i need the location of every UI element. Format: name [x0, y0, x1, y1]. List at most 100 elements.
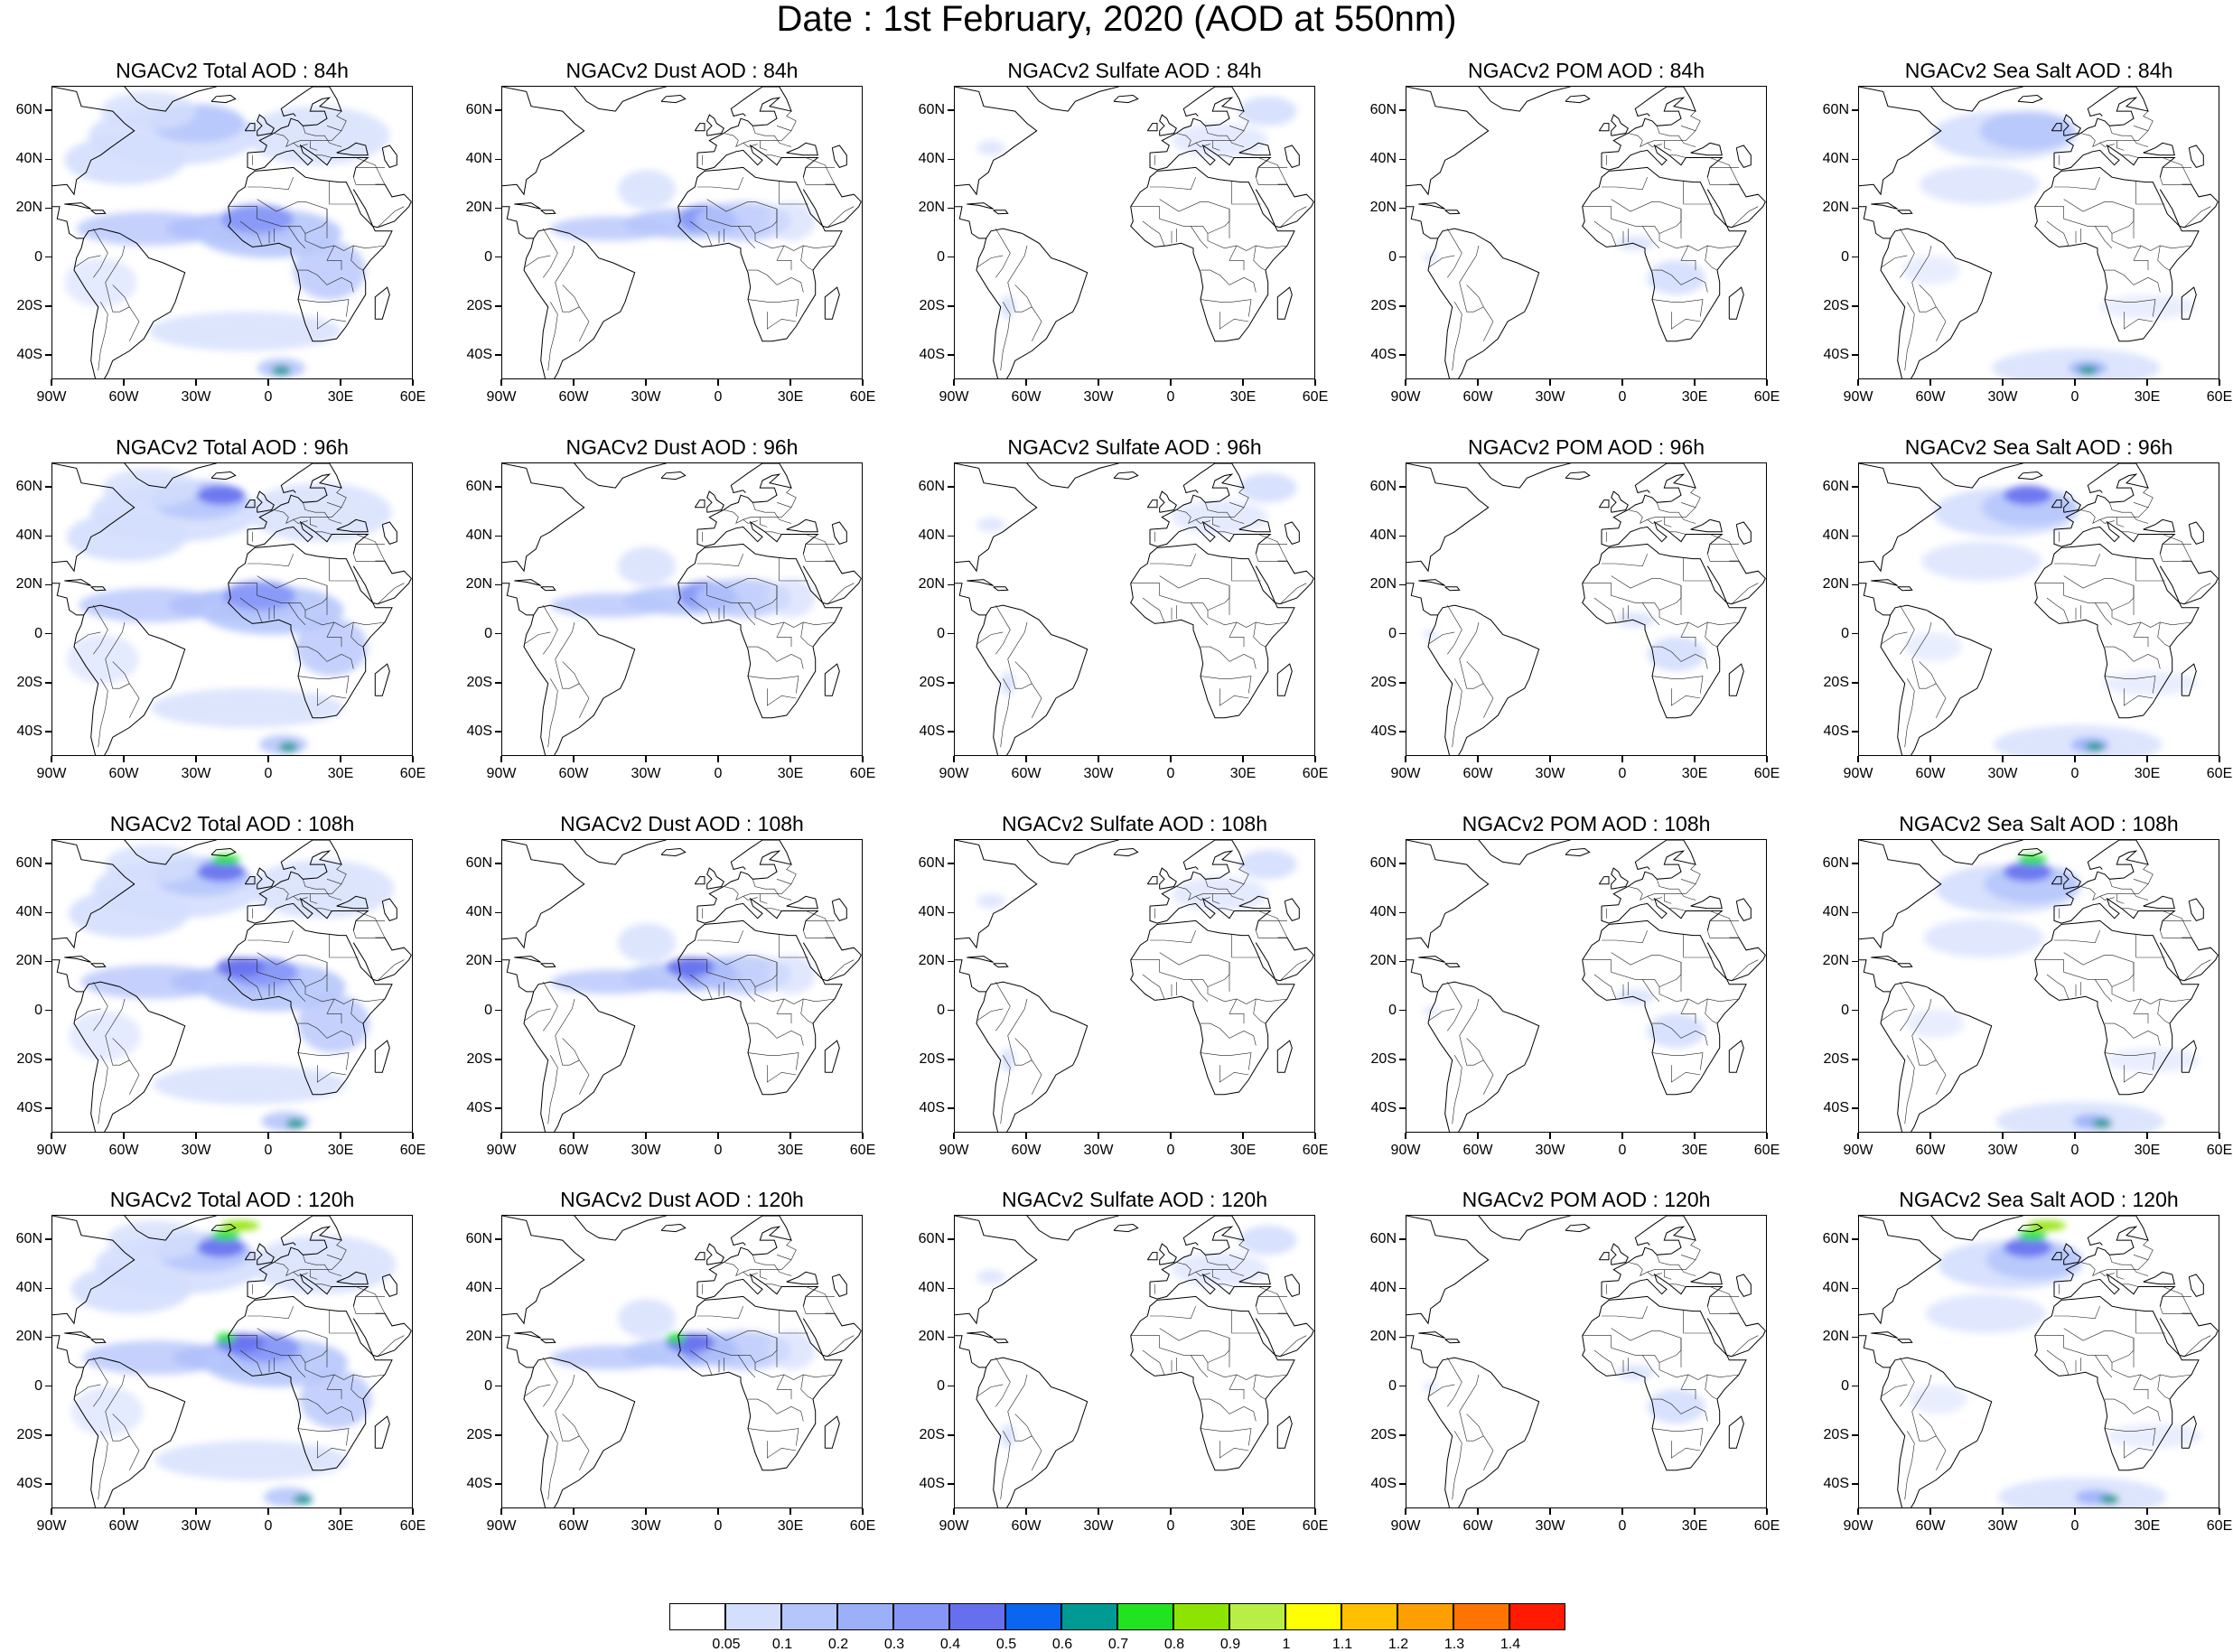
- lon-tick-label: 30E: [1229, 766, 1257, 781]
- country-border: [1657, 879, 1696, 901]
- lon-tick-mark: [195, 379, 197, 386]
- country-border: [298, 269, 354, 293]
- country-border: [1191, 602, 1209, 626]
- country-border: [309, 140, 318, 151]
- coastline: [1859, 1216, 1942, 1325]
- coastline: [976, 233, 1088, 378]
- country-border: [776, 1374, 792, 1400]
- country-border: [1911, 998, 1947, 1095]
- lat-tick-label: 20N: [465, 576, 492, 593]
- lon-tick-label: 60E: [1753, 1143, 1780, 1158]
- lat-tick-mark: [948, 1385, 954, 1387]
- map-area: [954, 839, 1315, 1133]
- country-border: [326, 245, 342, 271]
- country-border: [2183, 583, 2211, 604]
- coastline: [1477, 1216, 1571, 1241]
- lon-tick-label: 90W: [1843, 389, 1873, 405]
- lon-tick-label: 60E: [2206, 766, 2233, 781]
- coastline: [1025, 463, 1119, 489]
- map-area: [1858, 86, 2219, 379]
- lat-tick-mark: [45, 1059, 51, 1060]
- lat-tick-label: 40S: [466, 1475, 492, 1491]
- country-border: [1229, 245, 1245, 271]
- lat-tick-label: 40S: [466, 346, 492, 362]
- aod-plume: [278, 742, 298, 752]
- lon-tick-label: 0: [2070, 1518, 2079, 1534]
- coastline: [247, 897, 369, 931]
- country-border: [239, 597, 263, 623]
- coastline: [73, 986, 186, 1132]
- coastline: [2181, 286, 2197, 320]
- lon-tick-mark: [2074, 1133, 2076, 1139]
- lat-tick-mark: [948, 1434, 954, 1436]
- map-panel-seasalt-96h: NGACv2 Sea Salt AOD : 96h 60N 40N 20N 0 20S 40…: [1823, 435, 2233, 781]
- coastline: [1871, 1331, 1898, 1339]
- coastline: [2017, 94, 2043, 104]
- country-border: [1014, 285, 1032, 307]
- coastline: [824, 286, 840, 320]
- lon-tick-label: 0: [2070, 389, 2079, 405]
- country-border: [2080, 879, 2149, 901]
- aod-plume: [197, 862, 246, 882]
- aod-field-map: [1859, 463, 2219, 755]
- coastline: [1113, 1223, 1139, 1233]
- coastline: [1897, 963, 1913, 968]
- lat-tick-label: 20S: [466, 1050, 492, 1067]
- aod-plume: [70, 1265, 192, 1314]
- coastline: [1690, 142, 1723, 156]
- coastline: [802, 183, 862, 229]
- aod-plume: [1902, 255, 1960, 285]
- lat-tick-mark: [1852, 1238, 1858, 1240]
- map-panel-dust-108h: NGACv2 Dust AOD : 108h 60N 40N 20N 0 20S 40S 90…: [466, 812, 876, 1158]
- lat-tick-mark: [495, 583, 501, 586]
- coastline: [502, 583, 570, 616]
- coastline: [52, 840, 135, 949]
- country-border: [1593, 974, 1617, 1000]
- lon-tick-mark: [51, 1133, 52, 1139]
- country-border: [759, 517, 768, 527]
- lon-tick-label: 30W: [631, 389, 661, 405]
- coastline: [540, 1339, 556, 1344]
- lat-tick-mark: [495, 109, 501, 111]
- lat-tick-label: 60N: [465, 102, 492, 118]
- lat-tick-label: 20N: [918, 953, 945, 969]
- country-border: [329, 1310, 359, 1334]
- coastline: [696, 144, 819, 178]
- country-border: [274, 502, 342, 525]
- aod-plume: [216, 1333, 236, 1343]
- coastline: [1611, 867, 1629, 890]
- coastline: [1130, 919, 1295, 1096]
- country-border: [1200, 1428, 1252, 1446]
- coastline: [336, 518, 369, 533]
- lat-tick-mark: [495, 305, 501, 307]
- lon-tick-mark: [1170, 1133, 1172, 1139]
- country-border: [779, 934, 808, 958]
- lat-tick-mark: [1399, 1385, 1406, 1387]
- country-border: [322, 1338, 328, 1356]
- coastline: [1427, 1362, 1540, 1507]
- coastline: [502, 1335, 570, 1368]
- aod-field-map: [502, 1216, 862, 1507]
- country-border: [297, 676, 350, 694]
- country-border: [2121, 531, 2139, 535]
- lat-tick-label: 60N: [918, 855, 945, 872]
- coastline: [677, 1295, 843, 1471]
- colorbar-label: 1.2: [1387, 1637, 1409, 1652]
- country-border: [1709, 910, 1740, 938]
- coastline: [1146, 123, 1158, 132]
- country-border: [748, 646, 804, 669]
- aod-plume: [82, 1340, 228, 1376]
- lat-tick-label: 40N: [15, 904, 42, 920]
- lat-tick-mark: [1852, 1336, 1858, 1339]
- coastline: [210, 471, 237, 481]
- country-border: [329, 181, 359, 205]
- country-border: [2143, 487, 2154, 508]
- coastline: [976, 1362, 1088, 1507]
- aod-plume: [550, 969, 671, 994]
- aod-plume: [2027, 1220, 2067, 1231]
- coastline: [1611, 1243, 1629, 1265]
- coastline: [247, 1216, 342, 1283]
- country-border: [1014, 661, 1032, 684]
- lon-tick-label: 30E: [1229, 389, 1257, 405]
- lat-tick-label: 0: [34, 625, 42, 641]
